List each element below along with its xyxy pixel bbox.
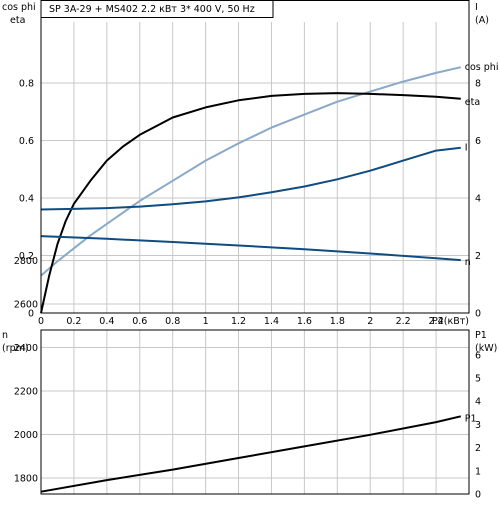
y-tick-label-right: 0 [475, 490, 481, 501]
y-tick-label-left: 2600 [14, 300, 38, 311]
series-line-n [40, 235, 461, 262]
series-line-cos-phi [40, 66, 462, 277]
y-tick-label-left: 0.6 [19, 136, 34, 147]
series-layer [40, 66, 462, 493]
y-tick-label-right: 2 [475, 251, 481, 262]
y-tick-label-left: 2800 [14, 256, 38, 267]
y-tick-label-right: 3 [475, 420, 481, 431]
right-axis-label: P1 [475, 330, 487, 341]
series-label: n [465, 257, 471, 268]
x-tick-label: 1 [203, 316, 209, 327]
series-line-eta [40, 92, 461, 314]
x-tick-label: 1.6 [297, 316, 312, 327]
y-tick-label-left: 0.8 [19, 79, 34, 90]
left-axis-label: n [2, 330, 8, 341]
right-axis-label: (kW) [475, 343, 497, 354]
left-axis-label: eta [10, 15, 25, 26]
y-tick-label-right: 1 [475, 466, 481, 477]
x-tick-label: 0.8 [165, 316, 180, 327]
right-axis-label: (A) [475, 15, 489, 26]
x-tick-label: 1.2 [231, 316, 246, 327]
series-label: I [465, 143, 468, 154]
x-axis-label: P2(кВт) [432, 316, 469, 327]
y-tick-label-right: 4 [475, 397, 481, 408]
y-tick-label-left: 2400 [14, 343, 38, 354]
top-panel-frame [40, 0, 470, 314]
x-tick-label: 0.2 [66, 316, 81, 327]
series-label: P1 [465, 413, 477, 424]
left-axis-label: (rpm) [2, 343, 29, 354]
y-tick-label-right: 0 [475, 309, 481, 320]
title-box [40, 0, 274, 18]
x-tick-label: 1.4 [264, 316, 279, 327]
y-tick-label-right: 4 [475, 194, 481, 205]
series-label: cos phi [465, 62, 499, 73]
y-tick-label-right: 6 [475, 136, 481, 147]
y-tick-label-right: 8 [475, 79, 481, 90]
y-tick-label-left: 0.4 [19, 194, 34, 205]
x-tick-label: 2.2 [396, 316, 411, 327]
y-tick-label-right: 2 [475, 443, 481, 454]
y-tick-label-left: 2000 [14, 430, 38, 441]
y-tick-label-right: 6 [475, 350, 481, 361]
y-tick-label-left: 2200 [14, 387, 38, 398]
bottom-panel-frame [40, 329, 470, 495]
x-tick-label: 0.6 [132, 316, 147, 327]
y-tick-label-left: 0.2 [19, 251, 34, 262]
y-tick-label-left: 1800 [14, 474, 38, 485]
left-axis-label: cos phi [2, 2, 36, 13]
right-axis-label: I [475, 2, 478, 13]
frame-layer [40, 0, 470, 495]
x-tick-label: 2.4 [429, 316, 444, 327]
x-tick-label: 2 [367, 316, 373, 327]
x-tick-label: 1.8 [330, 316, 345, 327]
x-tick-label: 0 [38, 316, 44, 327]
chart-title: SP 3A-29 + MS402 2.2 кВт 3* 400 V, 50 Hz [49, 4, 255, 15]
grid-layer [41, 22, 469, 494]
x-tick-label: 0.4 [99, 316, 114, 327]
y-tick-label-right: 5 [475, 374, 481, 385]
series-line-I [40, 146, 461, 211]
series-line-P1 [40, 415, 462, 493]
series-label: eta [465, 97, 480, 108]
y-tick-label-left: 0 [28, 309, 34, 320]
